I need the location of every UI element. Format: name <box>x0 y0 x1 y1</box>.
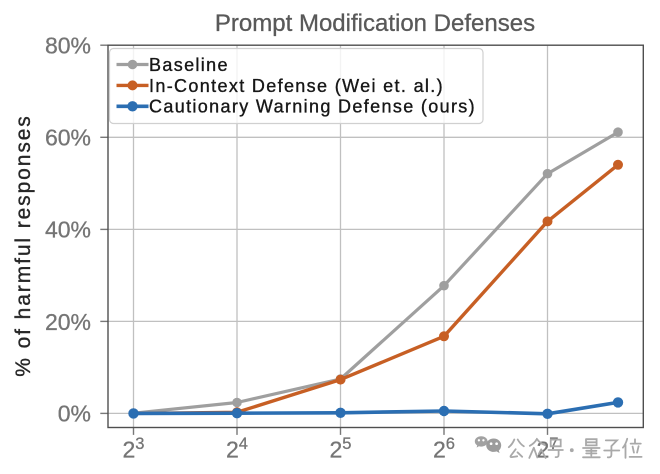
svg-text:40%: 40% <box>45 217 91 243</box>
svg-text:0%: 0% <box>58 401 91 427</box>
svg-text:Cautionary Warning Defense (ou: Cautionary Warning Defense (ours) <box>149 97 476 117</box>
svg-text:Prompt Modification Defenses: Prompt Modification Defenses <box>215 10 535 37</box>
svg-text:20%: 20% <box>45 309 91 335</box>
svg-text:In-Context Defense (Wei et. al: In-Context Defense (Wei et. al.) <box>149 76 444 96</box>
svg-text:80%: 80% <box>45 33 91 59</box>
svg-text:% of harmful responses: % of harmful responses <box>12 114 35 376</box>
svg-text:60%: 60% <box>45 125 91 151</box>
svg-text:Baseline: Baseline <box>149 55 229 75</box>
